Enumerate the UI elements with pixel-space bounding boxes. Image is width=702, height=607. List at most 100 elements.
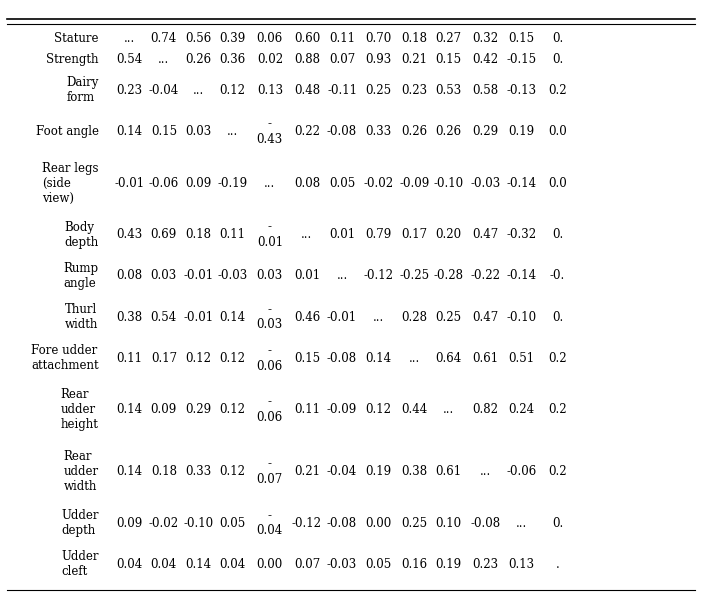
Text: -0.02: -0.02 (364, 177, 394, 189)
Text: Udder
depth: Udder depth (61, 509, 98, 537)
Text: 0.06: 0.06 (257, 411, 283, 424)
Text: 0.11: 0.11 (220, 228, 246, 241)
Text: 0.15: 0.15 (508, 33, 535, 46)
Text: 0.01: 0.01 (257, 236, 283, 249)
Text: 0.05: 0.05 (220, 517, 246, 529)
Text: 0.54: 0.54 (117, 53, 143, 66)
Text: ...: ... (516, 517, 527, 529)
Text: Thurl
width: Thurl width (65, 303, 98, 331)
Text: 0.88: 0.88 (294, 53, 320, 66)
Text: 0.05: 0.05 (329, 177, 355, 189)
Text: 0.21: 0.21 (402, 53, 428, 66)
Text: 0.16: 0.16 (402, 558, 428, 571)
Text: 0.13: 0.13 (508, 558, 535, 571)
Text: 0.17: 0.17 (151, 352, 177, 365)
Text: 0.12: 0.12 (220, 465, 246, 478)
Text: 0.20: 0.20 (436, 228, 462, 241)
Text: 0.47: 0.47 (472, 228, 498, 241)
Text: 0.82: 0.82 (472, 403, 498, 416)
Text: -0.14: -0.14 (507, 177, 536, 189)
Text: 0.22: 0.22 (294, 125, 320, 138)
Text: 0.12: 0.12 (366, 403, 392, 416)
Text: ...: ... (373, 311, 384, 324)
Text: -0.32: -0.32 (507, 228, 536, 241)
Text: 0.29: 0.29 (185, 403, 211, 416)
Text: ...: ... (264, 177, 275, 189)
Text: 0.18: 0.18 (151, 465, 177, 478)
Text: 0.24: 0.24 (508, 403, 535, 416)
Text: -0.10: -0.10 (183, 517, 213, 529)
Text: 0.0: 0.0 (548, 125, 567, 138)
Text: 0.18: 0.18 (185, 228, 211, 241)
Text: -0.01: -0.01 (183, 311, 213, 324)
Text: 0.06: 0.06 (257, 359, 283, 373)
Text: Dairy
form: Dairy form (66, 76, 98, 104)
Text: 0.33: 0.33 (366, 125, 392, 138)
Text: -0.03: -0.03 (327, 558, 357, 571)
Text: ...: ... (158, 53, 169, 66)
Text: 0.25: 0.25 (366, 84, 392, 97)
Text: -0.08: -0.08 (327, 352, 357, 365)
Text: -: - (268, 396, 272, 409)
Text: 0.09: 0.09 (117, 517, 143, 529)
Text: Fore udder
attachment: Fore udder attachment (31, 344, 98, 372)
Text: Body
depth: Body depth (65, 221, 98, 249)
Text: 0.0: 0.0 (548, 177, 567, 189)
Text: -: - (268, 509, 272, 522)
Text: 0.15: 0.15 (294, 352, 320, 365)
Text: 0.21: 0.21 (294, 465, 320, 478)
Text: 0.14: 0.14 (366, 352, 392, 365)
Text: 0.14: 0.14 (185, 558, 211, 571)
Text: 0.11: 0.11 (329, 33, 355, 46)
Text: 0.74: 0.74 (151, 33, 177, 46)
Text: 0.19: 0.19 (366, 465, 392, 478)
Text: 0.2: 0.2 (548, 465, 567, 478)
Text: -0.09: -0.09 (399, 177, 430, 189)
Text: .: . (555, 558, 559, 571)
Text: ...: ... (479, 465, 491, 478)
Text: 0.15: 0.15 (151, 125, 177, 138)
Text: 0.06: 0.06 (257, 33, 283, 46)
Text: 0.14: 0.14 (117, 403, 143, 416)
Text: 0.26: 0.26 (402, 125, 428, 138)
Text: 0.46: 0.46 (294, 311, 320, 324)
Text: -0.01: -0.01 (327, 311, 357, 324)
Text: 0.14: 0.14 (117, 465, 143, 478)
Text: 0.08: 0.08 (117, 270, 143, 282)
Text: -0.19: -0.19 (218, 177, 248, 189)
Text: -0.08: -0.08 (327, 125, 357, 138)
Text: -0.13: -0.13 (507, 84, 536, 97)
Text: -0.14: -0.14 (507, 270, 536, 282)
Text: 0.38: 0.38 (402, 465, 428, 478)
Text: Foot angle: Foot angle (36, 125, 98, 138)
Text: -0.15: -0.15 (507, 53, 536, 66)
Text: 0.44: 0.44 (401, 403, 428, 416)
Text: 0.02: 0.02 (257, 53, 283, 66)
Text: 0.43: 0.43 (117, 228, 143, 241)
Text: 0.10: 0.10 (436, 517, 462, 529)
Text: 0.26: 0.26 (436, 125, 462, 138)
Text: 0.07: 0.07 (294, 558, 320, 571)
Text: -0.01: -0.01 (183, 270, 213, 282)
Text: 0.2: 0.2 (548, 403, 567, 416)
Text: 0.03: 0.03 (257, 270, 283, 282)
Text: 0.38: 0.38 (117, 311, 143, 324)
Text: ...: ... (301, 228, 312, 241)
Text: -0.08: -0.08 (327, 517, 357, 529)
Text: 0.15: 0.15 (436, 53, 462, 66)
Text: 0.19: 0.19 (508, 125, 535, 138)
Text: 0.: 0. (552, 311, 563, 324)
Text: -0.03: -0.03 (218, 270, 248, 282)
Text: Rear legs
(side
view): Rear legs (side view) (42, 161, 98, 205)
Text: 0.25: 0.25 (436, 311, 462, 324)
Text: 0.03: 0.03 (151, 270, 177, 282)
Text: 0.61: 0.61 (472, 352, 498, 365)
Text: -0.28: -0.28 (434, 270, 464, 282)
Text: -0.06: -0.06 (506, 465, 537, 478)
Text: 0.14: 0.14 (220, 311, 246, 324)
Text: -0.25: -0.25 (399, 270, 430, 282)
Text: 0.53: 0.53 (435, 84, 462, 97)
Text: 0.25: 0.25 (402, 517, 428, 529)
Text: Rear
udder
height: Rear udder height (60, 388, 98, 431)
Text: 0.04: 0.04 (117, 558, 143, 571)
